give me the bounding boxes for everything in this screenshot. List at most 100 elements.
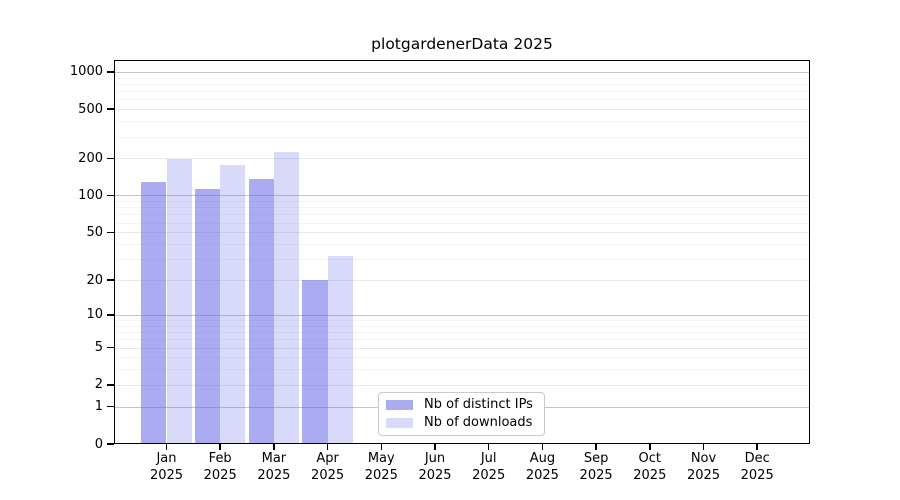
gridline-minor [114,121,810,123]
x-tick-label-jun: Jun 2025 [407,451,463,484]
gridline [114,158,810,160]
x-tick-label-jul: Jul 2025 [461,451,517,484]
x-tick-mark [756,444,758,450]
y-tick-mark [107,108,114,110]
x-tick-month: Jan [156,451,177,466]
x-tick-month: Oct [638,451,662,466]
x-tick-mark [380,444,383,450]
y-tick-label: 1 [94,399,103,415]
x-tick-month: Feb [208,451,232,466]
y-tick-label: 2 [94,377,103,393]
y-tick-mark [107,231,114,233]
x-tick-label-feb: Feb 2025 [192,451,248,484]
y-tick-label: 50 [86,224,103,240]
gridline-minor [114,99,810,101]
x-tick-year: 2025 [472,467,506,483]
x-tick-month: Mar [261,451,287,466]
bar-distinct-ips [302,280,328,444]
x-tick-mark [273,444,275,450]
x-tick-year: 2025 [257,467,291,483]
x-tick-label-oct: Oct 2025 [622,451,678,484]
gridline-minor [114,244,810,245]
x-tick-label-dec: Dec 2025 [729,451,785,484]
x-tick-mark [541,444,544,450]
y-tick-label: 0 [94,436,103,452]
x-tick-month: May [367,451,395,466]
bar-downloads [273,151,300,444]
y-tick-label: 20 [86,272,103,288]
x-tick-month: Sep [583,451,609,466]
legend-swatch-distinct-ips-icon [386,399,413,410]
gridline-minor [114,325,810,327]
x-tick-year: 2025 [740,467,774,483]
gridline-minor [114,369,810,371]
y-tick-label: 200 [78,150,103,166]
x-tick-month: Aug [529,451,556,466]
y-tick-mark [107,157,114,160]
x-tick-mark [219,444,221,450]
y-tick-mark [107,405,114,408]
x-tick-year: 2025 [579,467,613,483]
y-tick-mark [107,71,114,73]
bar-distinct-ips [248,178,274,444]
chart-title: plotgardenerData 2025 [371,35,553,53]
bar-distinct-ips [195,189,221,444]
y-tick-label: 500 [78,101,103,117]
y-tick-mark [107,384,114,386]
x-tick-year: 2025 [686,467,721,483]
gridline-minor [114,83,810,85]
gridline-minor [114,332,810,334]
legend-item-distinct-ips: Nb of distinct IPs [386,396,534,414]
x-tick-mark [487,444,490,450]
x-tick-mark [434,444,436,450]
x-tick-label-sep: Sep 2025 [568,451,624,484]
gridline [114,109,810,111]
bar-distinct-ips [141,182,167,444]
x-tick-month: Dec [744,451,770,466]
gridline-minor [114,207,810,209]
gridline [114,384,810,386]
y-tick-mark [107,314,114,316]
gridline-minor [114,222,810,224]
legend: Nb of distinct IPs Nb of downloads [378,391,545,436]
legend-item-downloads: Nb of downloads [386,414,534,432]
gridline-minor [114,136,810,138]
gridline [114,232,810,234]
gridline-minor [114,77,810,79]
bar-downloads [166,159,192,444]
x-tick-mark [649,444,651,450]
x-tick-mark [326,444,329,450]
gridline-minor [114,320,810,321]
gridline-minor [114,339,810,341]
gridline-minor [114,91,810,93]
plot-area: Nb of distinct IPs Nb of downloads [114,60,810,445]
y-tick-label: 10 [86,307,103,323]
x-tick-label-jan: Jan 2025 [139,451,195,484]
x-tick-label-aug: Aug 2025 [514,451,570,484]
x-tick-year: 2025 [633,467,667,483]
y-tick-mark [107,346,114,349]
x-tick-mark [595,444,597,450]
x-tick-year: 2025 [149,467,184,483]
gridline-minor [114,214,810,216]
x-tick-month: Jul [480,451,497,466]
x-tick-mark [702,444,705,450]
y-tick-label: 100 [78,187,103,203]
x-tick-label-may: May 2025 [353,451,409,484]
x-tick-label-apr: Apr 2025 [300,451,356,484]
y-tick-mark [107,279,114,281]
gridline-major [114,314,810,316]
y-tick-mark [107,443,114,445]
x-tick-year: 2025 [311,467,345,483]
legend-label-distinct-ips: Nb of distinct IPs [424,397,533,413]
x-tick-month: Jun [424,451,446,466]
y-tick-label: 5 [94,340,103,355]
y-tick-mark [107,194,114,197]
x-tick-year: 2025 [364,467,398,483]
bar-downloads [220,164,246,444]
gridline-minor [114,201,810,203]
x-tick-label-nov: Nov 2025 [676,451,732,484]
gridline-major [114,71,810,73]
gridline-major [114,195,810,197]
